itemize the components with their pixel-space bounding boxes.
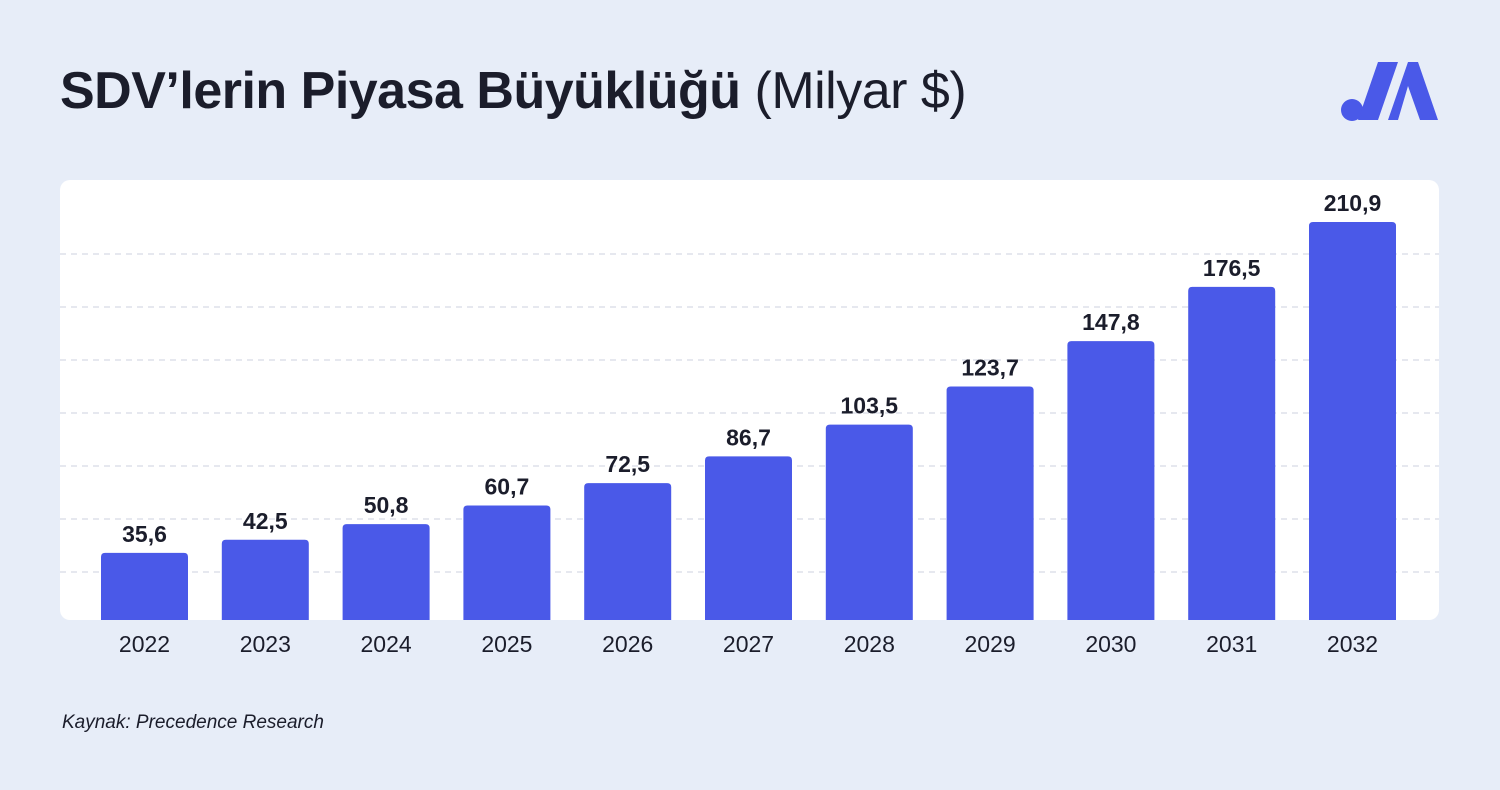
bar-2030 bbox=[1067, 341, 1155, 620]
value-label-2031: 176,5 bbox=[1203, 255, 1261, 281]
x-tick-labels: 2022 2023 2024 2025 2026 2027 2028 2029 2030 2031… bbox=[119, 631, 1378, 657]
value-label-2029: 123,7 bbox=[961, 355, 1019, 381]
x-tick-label-2032: 2032 bbox=[1327, 631, 1378, 657]
value-label-2028: 103,5 bbox=[841, 393, 899, 419]
title-unit: (Milyar $) bbox=[754, 62, 967, 120]
value-label-2025: 60,7 bbox=[485, 473, 530, 499]
bar-2026 bbox=[584, 483, 672, 620]
value-label-2026: 72,5 bbox=[605, 451, 650, 477]
bar-2028 bbox=[825, 424, 913, 620]
value-label-2027: 86,7 bbox=[726, 424, 771, 450]
value-label-2023: 42,5 bbox=[243, 508, 288, 534]
bar-2032 bbox=[1309, 222, 1396, 620]
value-label-2032: 210,9 bbox=[1324, 190, 1382, 216]
bar-2025 bbox=[463, 505, 551, 620]
x-tick-label-2030: 2030 bbox=[1085, 631, 1136, 657]
x-tick-label-2029: 2029 bbox=[965, 631, 1016, 657]
x-tick-label-2025: 2025 bbox=[481, 631, 532, 657]
page-title: SDV’lerin Piyasa Büyüklüğü (Milyar $) bbox=[60, 56, 967, 126]
brand-logo-icon bbox=[1341, 62, 1438, 121]
value-label-2024: 50,8 bbox=[364, 492, 409, 518]
value-labels: 35,6 42,5 50,8 60,7 72,5 86,7 103,5 123,7 147,8 1… bbox=[122, 190, 1381, 547]
bars bbox=[101, 222, 1396, 620]
x-tick-label-2027: 2027 bbox=[723, 631, 774, 657]
x-tick-label-2024: 2024 bbox=[361, 631, 412, 657]
bar-2031 bbox=[1188, 286, 1276, 620]
value-label-2022: 35,6 bbox=[122, 521, 167, 547]
source-note: Kaynak: Precedence Research bbox=[62, 712, 324, 733]
x-tick-label-2022: 2022 bbox=[119, 631, 170, 657]
bar-2023 bbox=[221, 539, 309, 620]
x-tick-label-2028: 2028 bbox=[844, 631, 895, 657]
title-main: SDV’lerin Piyasa Büyüklüğü bbox=[60, 62, 741, 120]
bar-2024 bbox=[342, 524, 430, 620]
bar-2027 bbox=[705, 456, 792, 620]
x-tick-label-2026: 2026 bbox=[602, 631, 653, 657]
bar-2029 bbox=[946, 386, 1034, 620]
bar-2022 bbox=[101, 552, 188, 620]
value-label-2030: 147,8 bbox=[1082, 309, 1140, 335]
x-tick-label-2023: 2023 bbox=[240, 631, 291, 657]
x-tick-label-2031: 2031 bbox=[1206, 631, 1257, 657]
